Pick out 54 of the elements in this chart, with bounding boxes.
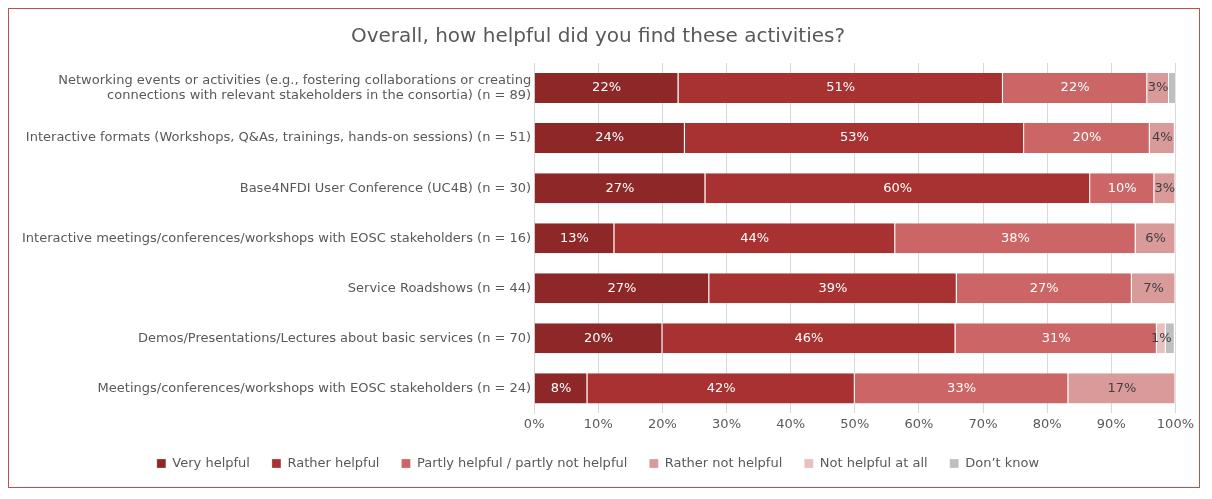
x-tick-label: 80% xyxy=(1032,415,1062,431)
data-label: 3% xyxy=(1147,79,1169,95)
data-label: 27% xyxy=(605,179,635,195)
data-label: 6% xyxy=(1145,229,1166,245)
category-label: connections with relevant stakeholders in the consortia) (n = 89) xyxy=(107,87,532,103)
x-tick-label: 30% xyxy=(712,415,741,431)
y-tick-label: Interactive formats (Workshops, Q&As, trainings, hands-on sessions) (n = 51) xyxy=(25,129,532,145)
data-label: 3% xyxy=(1154,179,1176,195)
y-tick-label: Service Roadshows (n = 44) xyxy=(347,279,532,295)
x-tick-label: 0% xyxy=(523,415,545,431)
x-tick-label: 50% xyxy=(840,415,870,431)
data-label: 7% xyxy=(1143,279,1164,295)
y-tick-label: Interactive meetings/conferences/workshops with EOSC stakeholders (n = 16) xyxy=(22,229,532,245)
data-label: 20% xyxy=(1072,129,1102,145)
data-label: 10% xyxy=(1107,179,1137,195)
y-tick-label: Base4NFDI User Conference (UC4B) (n = 30) xyxy=(239,179,532,195)
x-tick-label: 10% xyxy=(583,415,613,431)
data-label: 31% xyxy=(1041,329,1071,345)
data-label: 38% xyxy=(1000,229,1030,245)
data-label: 20% xyxy=(584,329,613,345)
x-tick-label: 90% xyxy=(1096,415,1126,431)
legend-label: Very helpful xyxy=(172,454,250,470)
x-tick-label: 40% xyxy=(776,415,806,431)
legend-label: Rather not helpful xyxy=(664,454,783,470)
y-tick-label: Meetings/conferences/workshops with EOSC stakeholders (n = 24) xyxy=(97,379,532,395)
data-label: 53% xyxy=(840,129,869,145)
data-label: 60% xyxy=(883,179,913,195)
legend-label: Partly helpful / partly not helpful xyxy=(416,454,628,470)
x-tick-label: 60% xyxy=(904,415,934,431)
x-tick-label: 70% xyxy=(968,415,998,431)
data-label: 44% xyxy=(740,229,770,245)
data-label: 51% xyxy=(826,79,856,95)
data-label: 27% xyxy=(1029,279,1059,295)
legend-label: Rather helpful xyxy=(287,454,380,470)
data-label: 42% xyxy=(706,379,736,395)
data-label: 1% xyxy=(1151,329,1172,345)
data-label: 27% xyxy=(607,279,637,295)
data-label: 4% xyxy=(1151,129,1173,145)
legend-label: Not helpful at all xyxy=(819,454,928,470)
data-label: 13% xyxy=(560,229,589,245)
data-label: 33% xyxy=(947,379,977,395)
legend-label: Don’t know xyxy=(965,454,1040,470)
data-label: 22% xyxy=(1060,79,1090,95)
x-tick-label: 20% xyxy=(647,415,677,431)
data-label: 46% xyxy=(794,329,824,345)
x-tick-label: 100% xyxy=(1156,415,1194,431)
data-label: 17% xyxy=(1107,379,1137,395)
category-label: Networking events or activities (e.g., fostering collaborations or creating xyxy=(58,71,532,87)
data-label: 22% xyxy=(592,79,622,95)
data-label: 8% xyxy=(550,379,572,395)
data-label: 24% xyxy=(595,129,625,145)
chart-title: Overall, how helpful did you find these activities? xyxy=(350,23,846,48)
data-label: 39% xyxy=(818,279,848,295)
y-tick-label: Demos/Presentations/Lectures about basic services (n = 70) xyxy=(138,329,532,345)
